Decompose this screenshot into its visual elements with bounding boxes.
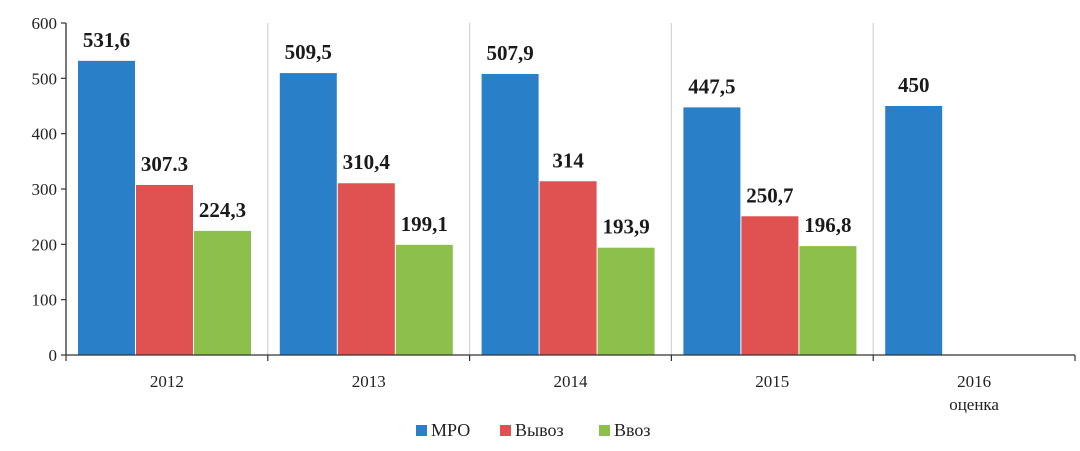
x-tick-label: 2012 [150, 372, 184, 391]
data-label: 531,6 [83, 28, 130, 52]
bar-МРО-2014 [481, 73, 539, 355]
y-tick-label: 600 [32, 14, 58, 33]
bar-МРО-2012 [78, 60, 135, 356]
legend-entry: Ввоз [614, 420, 651, 440]
legend-entry: МРО [431, 420, 470, 440]
bar-МРО-2013 [279, 73, 337, 356]
y-tick-label: 200 [32, 235, 58, 254]
x-tick-label: 2013 [352, 372, 386, 391]
data-label: 307.3 [141, 152, 188, 176]
bar-Ввоз-2013 [395, 244, 453, 355]
axis-layer: 0 100 200 300 400 500 600 2012 2013 2014 2015 2016 о… [32, 14, 1076, 414]
data-label: 196,8 [804, 213, 851, 237]
bar-Вывоз-2012 [136, 184, 193, 355]
bar-Вывоз-2013 [337, 183, 395, 355]
data-label: 447,5 [688, 74, 735, 98]
data-label: 199,1 [401, 212, 448, 236]
bar-Ввоз-2012 [194, 230, 251, 355]
y-tick-label: 500 [32, 69, 58, 88]
bar-Ввоз-2014 [597, 247, 655, 355]
legend-entry: Вывоз [515, 420, 564, 440]
x-tick-label: 2014 [554, 372, 589, 391]
x-tick-sublabel: оценка [949, 395, 999, 414]
data-label: 193,9 [602, 215, 649, 239]
bars-layer [78, 60, 943, 356]
grid-layer [267, 23, 874, 355]
data-label: 509,5 [285, 40, 332, 64]
data-label: 314 [552, 148, 584, 172]
bar-МРО-2015 [683, 107, 741, 355]
y-tick-label: 100 [32, 291, 58, 310]
legend-swatch [500, 425, 511, 436]
x-tick-label: 2015 [755, 372, 789, 391]
x-tick-label: 2016 [957, 372, 991, 391]
data-label: 450 [898, 73, 930, 97]
y-tick-label: 400 [32, 125, 58, 144]
bar-Ввоз-2015 [799, 246, 857, 355]
data-label: 250,7 [746, 183, 793, 207]
bar-Вывоз-2014 [539, 181, 597, 355]
data-label: 507,9 [486, 41, 533, 65]
bar-МРО-2016 [885, 106, 943, 355]
data-label: 310,4 [343, 150, 391, 174]
legend: МРО Вывоз Ввоз [416, 420, 651, 440]
data-labels-layer: 531,6 509,5 507,9 447,5 450 307.3 310,4 314 250,… [83, 28, 930, 239]
data-label: 224,3 [199, 198, 246, 222]
y-tick-label: 0 [49, 346, 58, 365]
y-tick-label: 300 [32, 180, 58, 199]
legend-swatch [416, 425, 427, 436]
legend-swatch [599, 425, 610, 436]
bar-Вывоз-2015 [741, 216, 799, 355]
